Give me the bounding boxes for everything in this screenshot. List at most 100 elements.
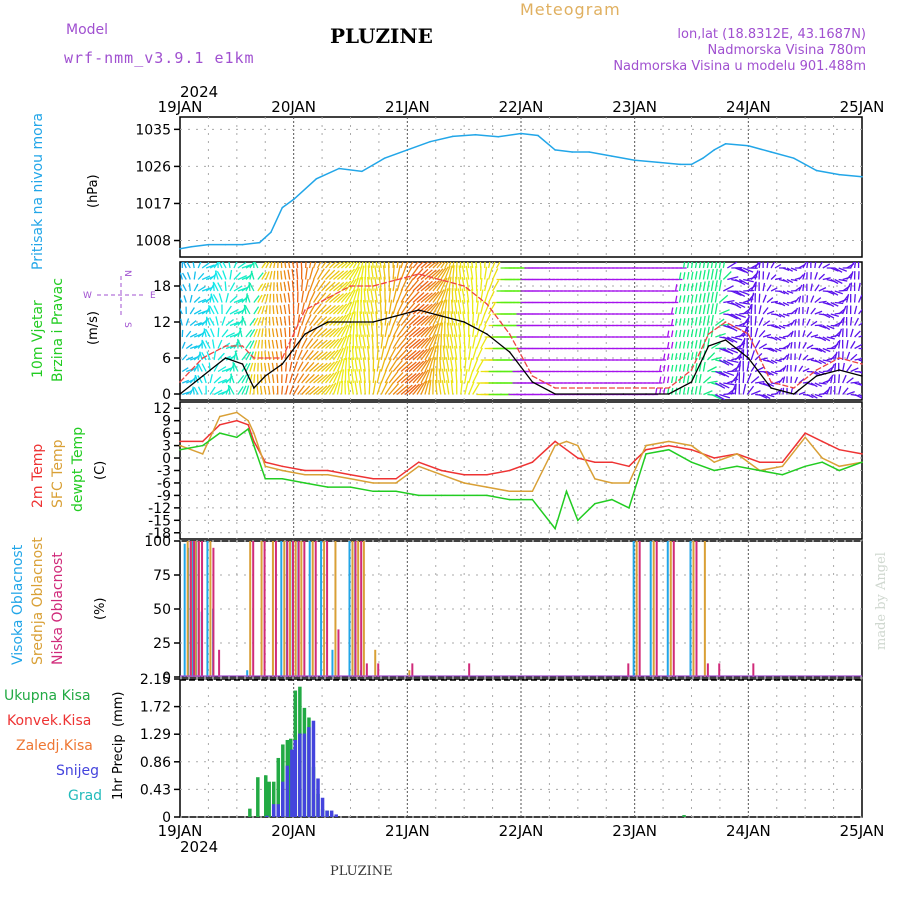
wind-barb bbox=[416, 280, 429, 292]
wind-barb bbox=[846, 339, 849, 349]
wind_gust-point bbox=[815, 375, 818, 377]
wind-barb bbox=[830, 301, 839, 307]
wind-barb bbox=[798, 391, 806, 396]
wind-barb bbox=[442, 357, 446, 372]
wind-barb bbox=[416, 315, 429, 326]
wind-barb bbox=[818, 287, 827, 292]
wind-barb bbox=[814, 284, 820, 292]
wind-barb bbox=[436, 333, 440, 349]
dewpt-point bbox=[264, 478, 267, 480]
wind_gust-point bbox=[622, 393, 625, 395]
wind-barb bbox=[237, 275, 248, 281]
wind-barb bbox=[450, 299, 454, 315]
wind-barb bbox=[309, 338, 319, 349]
wind-barb bbox=[333, 262, 342, 269]
wind-barb bbox=[351, 345, 354, 361]
wind-barb bbox=[857, 294, 862, 303]
wind-barb bbox=[253, 306, 260, 315]
wind-barb bbox=[853, 294, 856, 303]
wind-barb bbox=[432, 279, 443, 292]
wind-barb bbox=[806, 306, 810, 315]
wind-barb bbox=[308, 279, 315, 292]
precip-legend-snow: Snijeg bbox=[56, 763, 99, 779]
wind_speed-point bbox=[417, 273, 420, 275]
wind-barb bbox=[670, 364, 674, 372]
wind-barb bbox=[317, 339, 328, 349]
wind-barb bbox=[694, 282, 698, 292]
wind-barb bbox=[370, 276, 374, 292]
low_cloud-bar bbox=[314, 541, 317, 677]
wind-barb bbox=[476, 300, 479, 315]
wind-barb bbox=[408, 361, 421, 372]
wind-barb bbox=[380, 345, 385, 361]
t2m-point bbox=[264, 461, 267, 463]
wind-barb bbox=[384, 370, 393, 384]
wind-barb bbox=[738, 278, 750, 286]
wind-barb bbox=[470, 265, 474, 280]
wind-barb bbox=[762, 307, 769, 315]
wind-barb bbox=[468, 334, 471, 349]
wind-barb bbox=[806, 331, 813, 338]
pressure-point bbox=[179, 247, 181, 250]
wind-barb bbox=[261, 262, 267, 269]
wind-barb bbox=[384, 299, 387, 315]
wind-barb bbox=[408, 338, 421, 349]
wind-barb bbox=[300, 290, 305, 303]
snow-bar bbox=[311, 720, 316, 817]
wind-barb bbox=[392, 383, 405, 395]
wind-barb bbox=[778, 301, 786, 307]
wind-barb bbox=[321, 281, 331, 292]
compass-north: N bbox=[122, 270, 132, 277]
wind_speed-point bbox=[622, 387, 625, 389]
wind-barb bbox=[287, 292, 291, 303]
wind-barb bbox=[432, 323, 440, 338]
wind-barb bbox=[802, 318, 805, 326]
wind-barb bbox=[710, 280, 714, 292]
wind-barb bbox=[305, 350, 314, 361]
low_cloud-bar bbox=[360, 541, 363, 677]
wind-barb bbox=[356, 262, 361, 269]
wind_speed-point bbox=[770, 381, 772, 383]
wind-barb bbox=[182, 272, 187, 280]
wind-barb bbox=[388, 371, 399, 384]
wind-barb bbox=[253, 340, 258, 349]
wind-barb bbox=[674, 341, 678, 349]
high_cloud-bar bbox=[280, 541, 283, 677]
wind-barb bbox=[324, 383, 334, 395]
wind-barb bbox=[441, 368, 446, 384]
wind-barb bbox=[492, 280, 500, 292]
wind-barb bbox=[842, 276, 852, 281]
wind-barb bbox=[766, 359, 775, 365]
wind-barb bbox=[770, 300, 778, 304]
t2m-point bbox=[667, 444, 670, 447]
wind-barb bbox=[218, 262, 223, 269]
mid_cloud-bar bbox=[294, 541, 297, 677]
wind-barb bbox=[237, 339, 243, 349]
wind-barb bbox=[798, 295, 802, 303]
wind-barb bbox=[245, 340, 252, 349]
pressure-point bbox=[452, 135, 454, 138]
wind-barb bbox=[702, 327, 706, 338]
wind_speed-point bbox=[690, 369, 693, 371]
wind-barb bbox=[296, 262, 299, 269]
wind-barb bbox=[340, 380, 344, 395]
wind-barb bbox=[233, 362, 239, 372]
mid_cloud-bar bbox=[703, 541, 706, 677]
wind-barb bbox=[798, 365, 804, 372]
wind-barb bbox=[384, 334, 390, 349]
wind-barb bbox=[313, 315, 323, 326]
wind_gust-point bbox=[793, 393, 795, 395]
wind-barb bbox=[846, 390, 855, 396]
wind-barb bbox=[488, 290, 495, 303]
wind-barb bbox=[308, 290, 316, 303]
sfc-point bbox=[821, 457, 824, 459]
wind-barb bbox=[392, 300, 399, 315]
sfc-point bbox=[645, 444, 647, 447]
wind-barb bbox=[441, 380, 446, 395]
wind-barb bbox=[663, 353, 666, 361]
y-tick-label: 75 bbox=[153, 568, 171, 584]
wind-barb bbox=[201, 352, 207, 361]
wind-barb bbox=[358, 334, 362, 349]
wind-barb bbox=[686, 352, 690, 361]
snow-bar bbox=[276, 804, 280, 817]
